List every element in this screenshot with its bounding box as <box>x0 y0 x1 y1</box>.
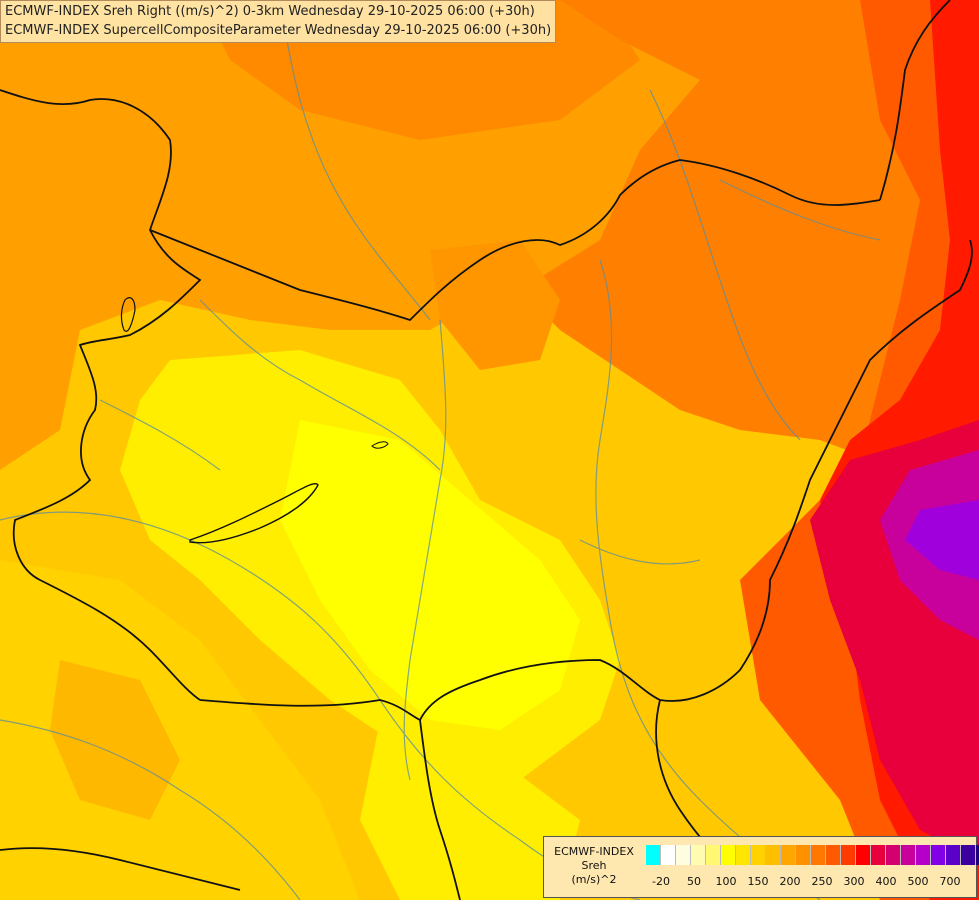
legend-swatch <box>826 845 841 865</box>
legend-tick-label: 700 <box>939 875 961 888</box>
legend-tick-label: 250 <box>811 875 833 888</box>
legend-swatch <box>811 845 826 865</box>
legend-swatch <box>781 845 796 865</box>
legend-swatch <box>916 845 931 865</box>
yellow-zone-south <box>360 720 580 900</box>
lake-small <box>371 441 389 449</box>
legend-swatch <box>676 845 691 865</box>
legend-tick-label: 400 <box>875 875 897 888</box>
legend-tick-label: 500 <box>907 875 929 888</box>
legend-tick-label: -20 <box>652 875 670 888</box>
map-title-box: ECMWF-INDEX Sreh Right ((m/s)^2) 0-3km W… <box>0 0 557 43</box>
legend-swatch <box>961 845 976 865</box>
legend-swatch <box>751 845 766 865</box>
legend-label: ECMWF-INDEX Sreh (m/s)^2 <box>548 845 640 887</box>
title-line-2: ECMWF-INDEX SupercellCompositeParameter … <box>5 23 552 38</box>
legend-swatch <box>661 845 676 865</box>
legend-color-scale <box>646 845 979 865</box>
legend-ticks: -20 50 100 150 200 250 300 400 500 700 <box>646 875 976 891</box>
legend-swatch <box>901 845 916 865</box>
legend-swatch <box>796 845 811 865</box>
legend-swatch <box>871 845 886 865</box>
lake-balaton <box>189 483 319 544</box>
legend-swatch <box>931 845 946 865</box>
legend-tick-label: 50 <box>687 875 701 888</box>
legend-tick-label: 100 <box>715 875 737 888</box>
legend-unit: (m/s)^2 <box>571 873 617 886</box>
legend-swatch <box>886 845 901 865</box>
gold-zone-southwest <box>0 560 360 900</box>
dark-orange-band <box>520 0 979 540</box>
legend-tick-label: 300 <box>843 875 865 888</box>
legend-swatch <box>841 845 856 865</box>
orange-zone-west <box>0 320 80 470</box>
purple-core <box>905 500 979 580</box>
legend-swatch <box>976 845 979 865</box>
legend-swatch <box>766 845 781 865</box>
legend-swatch <box>736 845 751 865</box>
legend-swatch <box>691 845 706 865</box>
legend-swatch <box>706 845 721 865</box>
legend-tick-label: 200 <box>779 875 801 888</box>
legend-variable: Sreh <box>581 859 607 872</box>
legend-swatch <box>856 845 871 865</box>
legend-swatch <box>946 845 961 865</box>
gold-patch-sw <box>50 660 180 820</box>
lake-north <box>120 297 136 332</box>
bright-yellow-core <box>280 420 580 730</box>
legend-tick-label: 150 <box>747 875 769 888</box>
color-legend: ECMWF-INDEX Sreh (m/s)^2 -20 50 100 150 200 2… <box>543 836 979 898</box>
rivers <box>0 0 881 900</box>
legend-swatch <box>721 845 736 865</box>
title-line-1: ECMWF-INDEX Sreh Right ((m/s)^2) 0-3km W… <box>5 4 535 19</box>
legend-source: ECMWF-INDEX <box>554 845 634 858</box>
legend-swatch <box>646 845 661 865</box>
